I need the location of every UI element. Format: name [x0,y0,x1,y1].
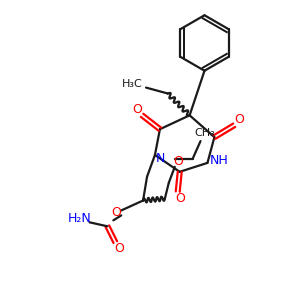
Text: O: O [175,192,185,205]
Text: NH: NH [210,154,229,167]
Text: H₃C: H₃C [122,79,142,88]
Text: O: O [111,206,121,219]
Text: O: O [234,113,244,126]
Text: N: N [156,152,166,165]
Text: O: O [132,103,142,116]
Text: O: O [173,155,183,168]
Text: CH₃: CH₃ [194,128,215,138]
Text: H₂N: H₂N [68,212,92,225]
Text: O: O [114,242,124,255]
